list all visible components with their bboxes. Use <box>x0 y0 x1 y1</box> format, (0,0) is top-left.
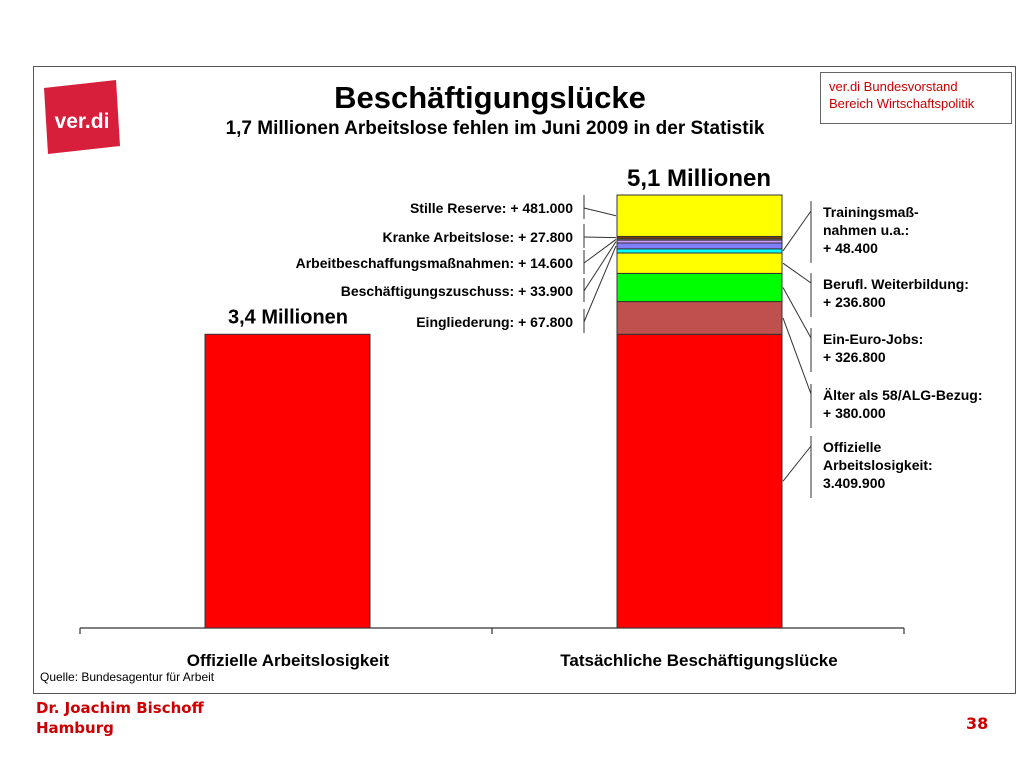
label-5-line-0: Eingliederung: + 67.800 <box>416 314 573 330</box>
label-connector-7 <box>583 239 617 264</box>
label-connector-6 <box>583 241 617 292</box>
organization-box: ver.di Bundesvorstand Bereich Wirtschaft… <box>820 72 1012 124</box>
author-city: Hamburg <box>36 719 114 737</box>
label-4-line-2: + 48.400 <box>823 240 878 256</box>
label-connector-8 <box>583 236 617 239</box>
author-name: Dr. Joachim Bischoff <box>36 699 204 717</box>
segment-offizielle-arbeitslosigkeit <box>616 333 783 629</box>
category-label-actual: Tatsächliche Beschäftigungslücke <box>560 651 837 670</box>
page-number: 38 <box>966 714 989 733</box>
slide-frame <box>33 66 1016 694</box>
label-4-line-1: nahmen u.a.: <box>823 222 909 238</box>
segment--lter-als-58-alg-bezug <box>616 301 783 335</box>
label-connector-5 <box>583 245 617 323</box>
label-9-line-0: Stille Reserve: + 481.000 <box>410 200 573 216</box>
label-2-line-1: + 326.800 <box>823 349 886 365</box>
segment-eingliederung <box>616 242 783 250</box>
label-1-line-1: + 380.000 <box>823 405 886 421</box>
label-connector-3 <box>782 262 812 284</box>
segment-stille-reserve <box>616 194 783 237</box>
label-connector-0 <box>782 445 812 482</box>
label-connector-9 <box>583 207 617 217</box>
source-note: Quelle: Bundesagentur für Arbeit <box>40 670 215 684</box>
label-8-line-0: Kranke Arbeitslose: + 27.800 <box>382 229 573 245</box>
label-3-line-0: Berufl. Weiterbildung: <box>823 276 969 292</box>
label-0-line-2: 3.409.900 <box>823 475 885 491</box>
label-3-line-1: + 236.800 <box>823 294 886 310</box>
logo-text: ver.di <box>55 110 110 133</box>
total-label-actual: 5,1 Millionen <box>627 165 771 192</box>
segment-trainingsma-nahmen-u-a- <box>616 248 783 254</box>
slide-subtitle: 1,7 Millionen Arbeitslose fehlen im Juni… <box>225 118 765 139</box>
label-6-line-0: Beschäftigungszuschuss: + 33.900 <box>341 283 573 299</box>
category-label-official: Offizielle Arbeitslosigkeit <box>187 651 390 670</box>
bar-official <box>204 333 371 629</box>
label-7-line-0: Arbeitbeschaffungsmaßnahmen: + 14.600 <box>296 255 574 271</box>
label-connector-1 <box>782 317 812 395</box>
label-1-line-0: Älter als 58/ALG-Bezug: <box>823 387 982 403</box>
label-0-line-0: Offizielle <box>823 439 882 455</box>
author-block: Dr. Joachim Bischoff Hamburg <box>36 698 204 738</box>
org-line-1: ver.di Bundesvorstand <box>829 79 958 94</box>
slide-title: Beschäftigungslücke <box>334 80 646 115</box>
label-4-line-0: Trainingsmaß- <box>823 204 919 220</box>
label-connector-4 <box>782 210 812 252</box>
verdi-logo: ver.di <box>42 78 122 156</box>
org-line-2: Bereich Wirtschaftspolitik <box>829 96 975 111</box>
label-connector-2 <box>782 287 812 339</box>
label-0-line-1: Arbeitslosigkeit: <box>823 457 933 473</box>
total-label-official: 3,4 Millionen <box>228 306 348 328</box>
segment-berufl-weiterbildung <box>616 252 783 274</box>
segment-ein-euro-jobs <box>616 272 783 303</box>
label-2-line-0: Ein-Euro-Jobs: <box>823 331 923 347</box>
